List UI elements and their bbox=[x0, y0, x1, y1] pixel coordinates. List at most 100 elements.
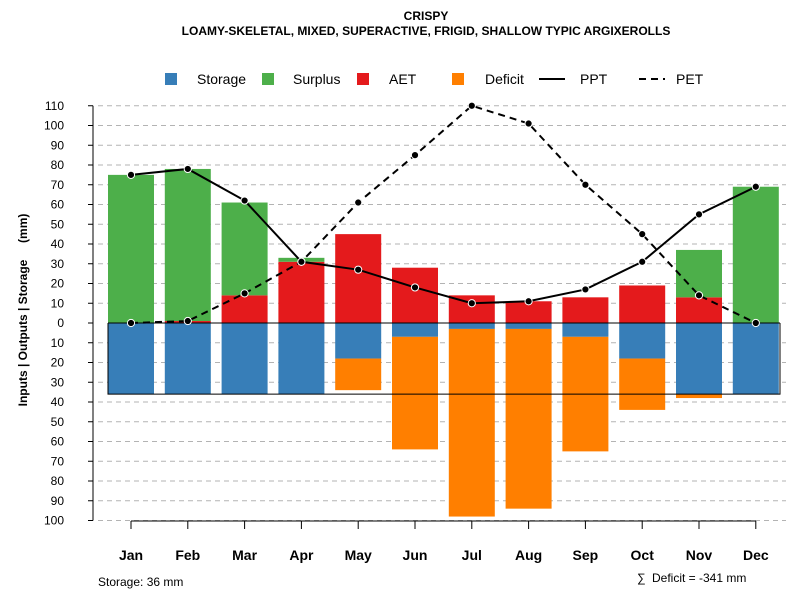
x-tick-label: Jul bbox=[462, 547, 482, 563]
x-tick-label: Jan bbox=[119, 547, 143, 563]
chart-title: CRISPY bbox=[404, 9, 449, 23]
y-tick-label: 40 bbox=[51, 395, 65, 409]
storage-bar bbox=[335, 323, 382, 359]
y-tick-label: 20 bbox=[51, 277, 65, 291]
storage-bar bbox=[278, 323, 325, 395]
y-tick-label: 90 bbox=[51, 138, 65, 152]
y-tick-label: 110 bbox=[45, 99, 64, 113]
storage-bar bbox=[164, 323, 211, 395]
bars bbox=[107, 168, 781, 517]
x-tick-label: Nov bbox=[686, 547, 713, 563]
aet-bar bbox=[505, 301, 552, 323]
y-tick-label: 60 bbox=[51, 435, 65, 449]
legend-swatch bbox=[357, 73, 369, 85]
x-tick-label: Dec bbox=[743, 547, 769, 563]
ppt-point bbox=[183, 164, 192, 174]
x-tick-label: Apr bbox=[289, 547, 314, 563]
deficit-bar bbox=[676, 394, 722, 399]
sum-symbol: ∑ bbox=[637, 571, 646, 585]
deficit-bar bbox=[448, 328, 495, 517]
legend-swatch bbox=[262, 73, 274, 85]
storage-note: Storage: 36 mm bbox=[98, 575, 183, 589]
legend-label: PET bbox=[676, 71, 704, 87]
pet-point bbox=[354, 198, 363, 207]
deficit-bar bbox=[392, 336, 438, 450]
pet-point bbox=[638, 230, 647, 239]
storage-bar bbox=[562, 323, 609, 337]
x-tick-label: Mar bbox=[232, 547, 257, 563]
aet-bar bbox=[676, 297, 722, 323]
storage-bar bbox=[448, 323, 495, 329]
ppt-point bbox=[410, 283, 420, 292]
ppt-point bbox=[694, 210, 704, 219]
storage-bar bbox=[505, 323, 552, 329]
series-lines bbox=[126, 101, 760, 328]
storage-bar bbox=[221, 323, 268, 395]
aet-bar bbox=[392, 267, 438, 323]
y-tick-label: 10 bbox=[51, 296, 65, 310]
ppt-point bbox=[524, 297, 533, 306]
storage-capacity-box bbox=[107, 323, 781, 395]
aet-bar bbox=[562, 297, 609, 323]
y-tick-label: 20 bbox=[51, 356, 65, 370]
legend-swatch bbox=[165, 73, 177, 85]
ppt-point bbox=[467, 299, 476, 308]
storage-bar bbox=[392, 323, 438, 337]
surplus-bar bbox=[164, 168, 211, 322]
ppt-line bbox=[130, 167, 757, 305]
storage-bar bbox=[108, 323, 154, 395]
y-tick-label: 50 bbox=[51, 217, 65, 231]
x-tick-label: Oct bbox=[631, 547, 655, 563]
ppt-point bbox=[638, 257, 647, 266]
surplus-bar bbox=[108, 174, 154, 323]
aet-bar bbox=[221, 295, 268, 323]
pet-point bbox=[126, 318, 136, 328]
y-tick-label: 50 bbox=[51, 415, 65, 429]
deficit-bar bbox=[505, 328, 552, 509]
x-tick-label: Sep bbox=[573, 547, 599, 563]
deficit-bar bbox=[619, 358, 666, 410]
x-tick-label: Jun bbox=[403, 547, 428, 563]
pet-point bbox=[694, 291, 704, 300]
x-tick-label: Feb bbox=[175, 547, 200, 563]
pet-point bbox=[240, 289, 249, 298]
ppt-point bbox=[240, 196, 249, 205]
y-tick-label: 40 bbox=[51, 237, 65, 251]
y-tick-label: 100 bbox=[44, 514, 64, 528]
pet-point bbox=[467, 101, 476, 110]
legend-label: PPT bbox=[580, 71, 608, 87]
pet-point bbox=[410, 151, 420, 160]
ppt-point bbox=[751, 182, 760, 191]
ppt-point bbox=[354, 265, 363, 274]
y-tick-label: 90 bbox=[51, 494, 65, 508]
ppt-point bbox=[126, 170, 136, 179]
y-tick-label: 70 bbox=[51, 454, 65, 468]
legend: Storage Surplus AET Deficit PPT PET bbox=[165, 71, 704, 87]
y-tick-label: 10 bbox=[51, 336, 65, 350]
pet-point bbox=[183, 316, 192, 326]
y-tick-label: 80 bbox=[51, 474, 65, 488]
storage-bar bbox=[732, 323, 779, 395]
deficit-total-note: Deficit = -341 mm bbox=[652, 571, 746, 585]
x-tick-label: Aug bbox=[515, 547, 542, 563]
pet-point bbox=[524, 119, 533, 128]
storage-bar bbox=[676, 323, 722, 395]
surplus-bar bbox=[676, 249, 722, 298]
aet-bar bbox=[278, 261, 325, 323]
pet-point bbox=[581, 180, 590, 189]
x-tick-label: May bbox=[345, 547, 372, 563]
legend-label: AET bbox=[389, 71, 417, 87]
y-tick-label: 100 bbox=[44, 119, 64, 133]
pet-line bbox=[130, 104, 757, 324]
legend-label: Deficit bbox=[485, 71, 524, 87]
surplus-bar bbox=[732, 186, 779, 323]
deficit-bar bbox=[335, 358, 382, 391]
y-tick-label: 80 bbox=[51, 158, 65, 172]
y-tick-label: 30 bbox=[51, 375, 65, 389]
axes: 1101009080706050403020100102030405060708… bbox=[44, 99, 769, 563]
ppt-point bbox=[581, 285, 590, 294]
legend-label: Storage bbox=[197, 71, 246, 87]
ppt-point bbox=[297, 257, 306, 266]
y-tick-label: 0 bbox=[57, 316, 64, 330]
y-tick-label: 70 bbox=[51, 178, 65, 192]
